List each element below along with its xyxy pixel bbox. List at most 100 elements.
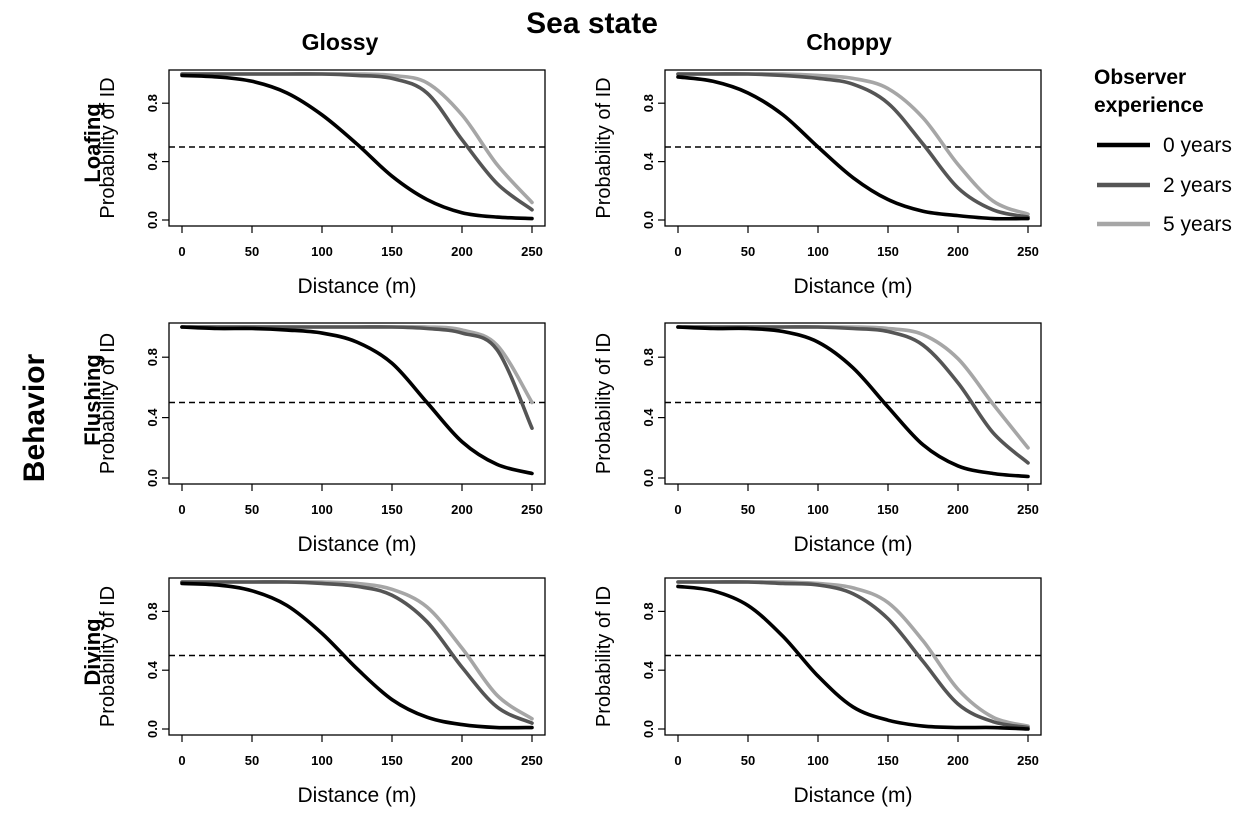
- y-tick-label: 0.4: [145, 152, 160, 171]
- x-tick-label: 250: [1017, 753, 1039, 768]
- panel-flushing-choppy: 0 50 100 150 200 250 0.0 0.4 0.8 Probability of I…: [593, 322, 1042, 556]
- row-title-loafing: Loafing: [80, 103, 105, 182]
- x-tick-label: 50: [741, 502, 755, 517]
- y-tick-label: 0.4: [145, 408, 160, 427]
- y-axis-label: Probability of ID: [97, 333, 119, 474]
- x-tick-label: 200: [947, 502, 969, 517]
- legend-label-2-years: 2 years: [1163, 174, 1232, 197]
- series-line-0-years: [676, 325, 1030, 479]
- y-tick-label: 0.8: [641, 348, 656, 366]
- x-tick-label: 100: [311, 753, 333, 768]
- series-line-0-years: [180, 73, 534, 221]
- plot-frame: [168, 577, 546, 736]
- x-tick-label: 0: [674, 244, 681, 259]
- panels-group: 0 50 100 150 200 250 0.0 0.4 0.8 Probability of I…: [97, 69, 1042, 807]
- legend-title-line1: Observer: [1094, 66, 1186, 89]
- x-axis-label: Distance (m): [793, 275, 912, 298]
- y-tick-label: 0.4: [641, 408, 656, 427]
- x-tick-label: 150: [877, 502, 899, 517]
- series-line-2-years: [676, 72, 1030, 219]
- x-tick-label: 150: [381, 244, 403, 259]
- y-tick-label: 0.8: [145, 94, 160, 112]
- y-axis-label: Probability of ID: [593, 333, 615, 474]
- x-tick-label: 50: [245, 753, 259, 768]
- panel-loafing-glossy: 0 50 100 150 200 250 0.0 0.4 0.8 Probability of I…: [97, 69, 546, 298]
- series-line-5-years: [676, 72, 1030, 216]
- x-tick-label: 100: [807, 244, 829, 259]
- row-title-diving: Diving: [80, 618, 105, 685]
- series-line-0-years: [676, 584, 1030, 731]
- y-tick-label: 0.4: [641, 152, 656, 171]
- x-tick-label: 50: [741, 753, 755, 768]
- legend-title-line2: experience: [1094, 94, 1204, 117]
- y-axis-label: Probability of ID: [593, 586, 615, 727]
- x-axis-label: Distance (m): [297, 533, 416, 556]
- x-tick-label: 250: [521, 502, 543, 517]
- x-tick-label: 0: [178, 753, 185, 768]
- plot-frame: [168, 69, 546, 227]
- x-tick-label: 100: [807, 502, 829, 517]
- plot-frame: [664, 69, 1042, 227]
- x-tick-label: 250: [521, 244, 543, 259]
- legend-label-0-years: 0 years: [1163, 134, 1232, 157]
- series-line-2-years: [180, 72, 534, 212]
- legend: Observer experience 0 years 2 years 5 ye…: [1094, 66, 1232, 236]
- x-axis-label: Distance (m): [793, 784, 912, 807]
- x-tick-label: 50: [245, 244, 259, 259]
- y-tick-label: 0.8: [641, 94, 656, 112]
- series-line-5-years: [676, 325, 1030, 450]
- series-line-0-years: [676, 75, 1030, 221]
- x-tick-label: 50: [245, 502, 259, 517]
- x-axis-label: Distance (m): [297, 784, 416, 807]
- x-tick-label: 250: [1017, 244, 1039, 259]
- y-tick-label: 0.8: [641, 602, 656, 620]
- x-tick-label: 150: [381, 502, 403, 517]
- x-tick-label: 0: [178, 244, 185, 259]
- series-line-5-years: [180, 580, 534, 721]
- y-tick-label: 0.0: [641, 211, 656, 229]
- plot-frame: [664, 577, 1042, 736]
- x-tick-label: 0: [674, 502, 681, 517]
- panel-flushing-glossy: 0 50 100 150 200 250 0.0 0.4 0.8 Probability of I…: [97, 322, 546, 556]
- x-tick-label: 200: [451, 244, 473, 259]
- panel-loafing-choppy: 0 50 100 150 200 250 0.0 0.4 0.8 Probability of I…: [593, 69, 1042, 298]
- series-line-2-years: [180, 580, 534, 725]
- panel-diving-choppy: 0 50 100 150 200 250 0.0 0.4 0.8 Probability of I…: [593, 577, 1042, 807]
- y-axis-label: Probability of ID: [97, 586, 119, 727]
- y-axis-label: Probability of ID: [593, 77, 615, 218]
- x-tick-label: 250: [1017, 502, 1039, 517]
- x-tick-label: 200: [451, 753, 473, 768]
- x-tick-label: 0: [178, 502, 185, 517]
- y-tick-label: 0.0: [145, 469, 160, 487]
- x-tick-label: 50: [741, 244, 755, 259]
- row-group-label: Behavior: [18, 353, 51, 482]
- figure-title: Sea state: [526, 7, 658, 40]
- y-tick-label: 0.0: [145, 720, 160, 738]
- x-tick-label: 200: [947, 753, 969, 768]
- x-tick-label: 150: [877, 244, 899, 259]
- column-title-glossy: Glossy: [302, 29, 379, 55]
- legend-label-5-years: 5 years: [1163, 213, 1232, 236]
- series-line-5-years: [676, 580, 1030, 728]
- y-tick-label: 0.0: [641, 720, 656, 738]
- x-tick-label: 150: [877, 753, 899, 768]
- x-tick-label: 100: [311, 502, 333, 517]
- y-tick-label: 0.0: [641, 469, 656, 487]
- x-tick-label: 150: [381, 753, 403, 768]
- series-line-2-years: [676, 325, 1030, 465]
- series-line-5-years: [180, 72, 534, 205]
- series-line-0-years: [180, 581, 534, 730]
- x-tick-label: 250: [521, 753, 543, 768]
- x-tick-label: 100: [311, 244, 333, 259]
- y-tick-label: 0.4: [641, 660, 656, 679]
- row-title-flushing: Flushing: [80, 354, 105, 446]
- series-line-2-years: [676, 580, 1030, 730]
- plot-frame: [168, 322, 546, 485]
- y-axis-label: Probability of ID: [97, 77, 119, 218]
- x-axis-label: Distance (m): [793, 533, 912, 556]
- panel-diving-glossy: 0 50 100 150 200 250 0.0 0.4 0.8 Probability of I…: [97, 577, 546, 807]
- x-tick-label: 200: [947, 244, 969, 259]
- y-tick-label: 0.8: [145, 348, 160, 366]
- y-tick-label: 0.8: [145, 602, 160, 620]
